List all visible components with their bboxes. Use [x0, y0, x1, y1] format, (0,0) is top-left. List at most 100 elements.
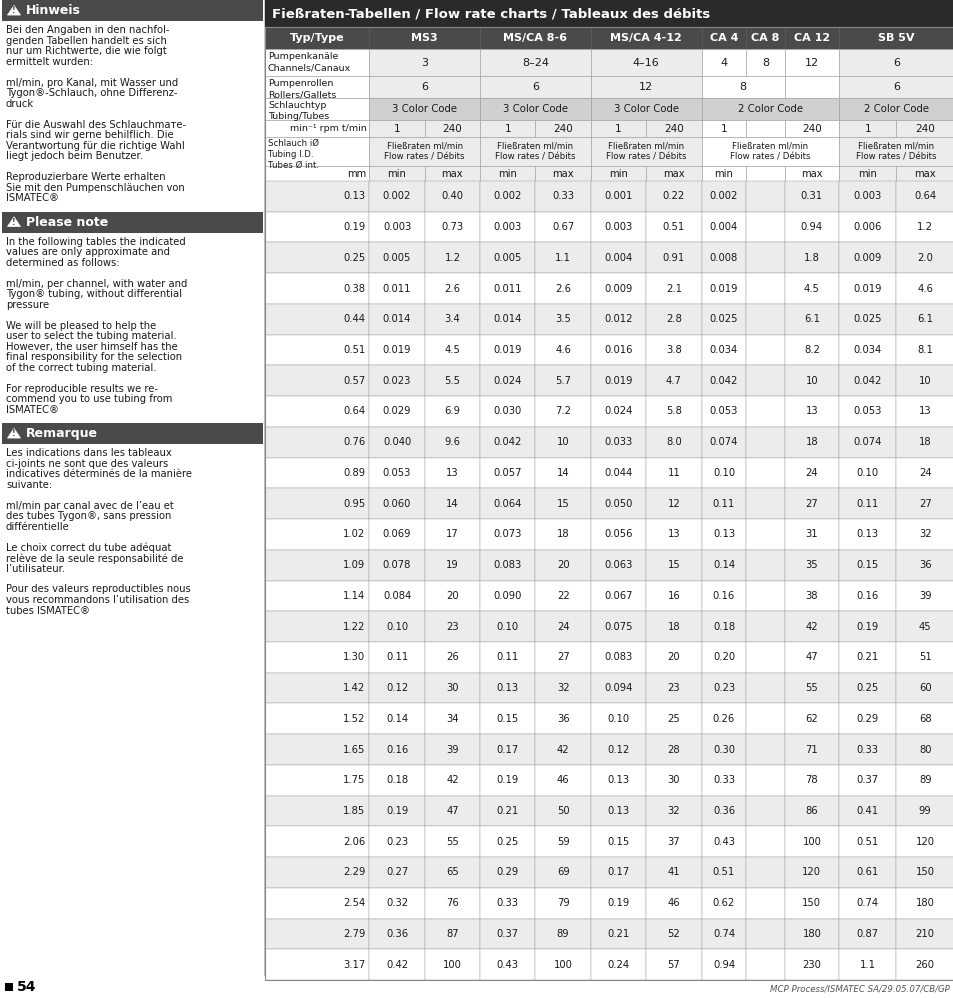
Text: Schlauchtyp
Tubing/Tubes: Schlauchtyp Tubing/Tubes [268, 101, 329, 122]
Text: 1.1: 1.1 [555, 252, 571, 262]
Bar [590, 98, 700, 120]
Text: !: ! [12, 218, 16, 227]
Text: 0.30: 0.30 [712, 745, 734, 754]
Text: Pumpenkanäle
Channels/Canaux: Pumpenkanäle Channels/Canaux [268, 52, 351, 73]
Bar [745, 488, 784, 519]
Text: 0.57: 0.57 [343, 376, 365, 386]
Text: 8–24: 8–24 [521, 58, 548, 68]
Bar [745, 212, 784, 243]
Text: 1.65: 1.65 [343, 745, 365, 754]
Bar [896, 166, 953, 181]
Bar [838, 673, 896, 704]
Bar [535, 334, 590, 365]
Bar [784, 427, 838, 457]
Text: 0.006: 0.006 [853, 223, 881, 233]
Text: 71: 71 [804, 745, 818, 754]
Bar [265, 76, 369, 98]
Bar [479, 166, 535, 181]
Bar [479, 120, 535, 137]
Bar [745, 826, 784, 857]
Text: Les indications dans les tableaux: Les indications dans les tableaux [6, 448, 172, 458]
Text: 13: 13 [667, 529, 679, 539]
Bar [700, 243, 745, 273]
Text: Verantwortung für die richtige Wahl: Verantwortung für die richtige Wahl [6, 141, 185, 151]
Bar [745, 581, 784, 611]
Text: 0.23: 0.23 [712, 683, 734, 693]
Text: 1.22: 1.22 [343, 622, 365, 632]
Bar [369, 98, 479, 120]
Bar [265, 611, 369, 642]
Bar [896, 120, 953, 137]
Bar [896, 949, 953, 980]
Bar [784, 611, 838, 642]
Bar [479, 826, 535, 857]
Bar [424, 642, 479, 673]
Text: 3.5: 3.5 [555, 314, 571, 324]
Bar [265, 27, 953, 980]
Bar [265, 98, 369, 120]
Bar [590, 273, 645, 304]
Text: max: max [441, 169, 463, 179]
Bar [265, 519, 369, 550]
Text: différentielle: différentielle [6, 522, 70, 532]
Text: 26: 26 [446, 653, 458, 663]
Text: suivante:: suivante: [6, 479, 52, 489]
Text: 0.083: 0.083 [493, 560, 521, 570]
Bar [369, 181, 424, 212]
Text: 3: 3 [421, 58, 428, 68]
Text: 89: 89 [557, 929, 569, 939]
Text: 8: 8 [739, 82, 746, 92]
Text: 100: 100 [801, 836, 821, 846]
Polygon shape [8, 428, 20, 438]
Text: 51: 51 [918, 653, 931, 663]
Bar [369, 273, 424, 304]
Text: 52: 52 [667, 929, 679, 939]
Bar [424, 704, 479, 735]
Text: 69: 69 [557, 867, 569, 877]
Text: 0.44: 0.44 [343, 314, 365, 324]
Bar [700, 826, 745, 857]
Text: 210: 210 [915, 929, 934, 939]
Bar [645, 181, 700, 212]
Bar [745, 642, 784, 673]
Text: 18: 18 [804, 437, 818, 447]
Text: 180: 180 [801, 929, 821, 939]
Bar [700, 673, 745, 704]
Bar [535, 120, 590, 137]
Bar [369, 735, 424, 764]
Bar [479, 857, 535, 888]
Text: Fießraten-Tabellen / Flow rate charts / Tableaux des débits: Fießraten-Tabellen / Flow rate charts / … [272, 7, 709, 20]
Bar [838, 949, 896, 980]
Text: 240: 240 [663, 124, 683, 134]
Bar [784, 642, 838, 673]
Text: 10: 10 [804, 376, 818, 386]
Text: However, the user himself has the: However, the user himself has the [6, 341, 177, 351]
Bar [700, 704, 745, 735]
Text: 2.1: 2.1 [665, 283, 681, 293]
Bar [424, 334, 479, 365]
Text: Fließraten ml/min
Flow rates / Débits: Fließraten ml/min Flow rates / Débits [605, 142, 686, 162]
Text: 0.33: 0.33 [856, 745, 878, 754]
Text: 8.1: 8.1 [917, 345, 932, 355]
Text: 0.41: 0.41 [856, 806, 878, 816]
Bar [590, 918, 645, 949]
Bar [265, 457, 369, 488]
Bar [535, 826, 590, 857]
Text: 0.003: 0.003 [493, 223, 521, 233]
Text: 0.15: 0.15 [497, 714, 518, 724]
Text: 0.16: 0.16 [712, 591, 735, 601]
Text: 0.22: 0.22 [662, 192, 684, 202]
Text: 78: 78 [804, 775, 818, 785]
Bar [535, 519, 590, 550]
Bar [745, 457, 784, 488]
Text: 30: 30 [667, 775, 679, 785]
Text: nur um Richtwerte, die wie folgt: nur um Richtwerte, die wie folgt [6, 46, 167, 56]
Bar [784, 273, 838, 304]
Bar [838, 735, 896, 764]
Text: 0.14: 0.14 [386, 714, 408, 724]
Bar [645, 795, 700, 826]
Text: 0.67: 0.67 [552, 223, 574, 233]
Text: 2 Color Code: 2 Color Code [863, 104, 928, 114]
Text: 86: 86 [804, 806, 818, 816]
Bar [745, 949, 784, 980]
